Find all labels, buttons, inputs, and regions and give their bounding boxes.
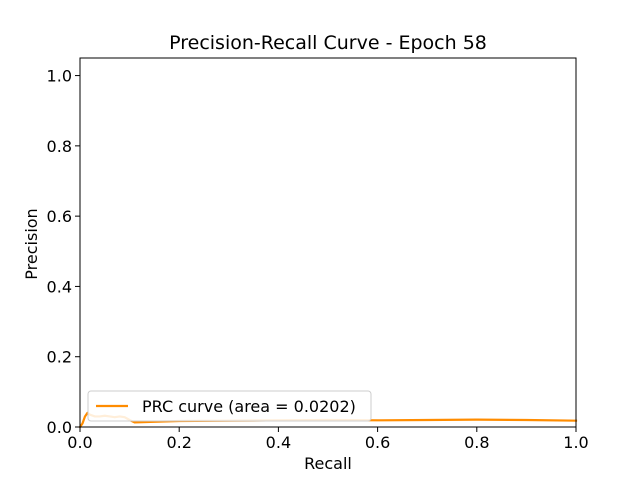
x-tick-label: 1.0 [563,433,588,452]
legend: PRC curve (area = 0.0202) [87,390,372,422]
x-tick-label: 0.8 [464,433,489,452]
x-tick-label: 0.4 [266,433,291,452]
y-tick-label: 0.2 [47,348,72,367]
plot-area: 0.0 0.2 0.4 0.6 0.8 1.0 0.0 0.2 0.4 0.6 0.8 1.0 PRC … [47,57,589,452]
x-tick-label: 0.2 [166,433,191,452]
x-tick-label: 0.0 [67,433,92,452]
legend-box [87,390,372,422]
chart-title: Precision-Recall Curve - Epoch 58 [169,32,487,54]
y-tick-label: 0.0 [47,418,72,437]
y-tick-label: 0.8 [47,137,72,156]
y-tick-label: 0.6 [47,207,72,226]
y-tick-label: 0.4 [47,277,72,296]
y-tick-label: 1.0 [47,67,72,86]
plot-frame [79,57,577,428]
x-tick-label: 0.6 [365,433,390,452]
x-axis-label: Recall [304,454,352,473]
y-axis-label: Precision [22,208,41,279]
legend-label: PRC curve (area = 0.0202) [142,397,356,416]
